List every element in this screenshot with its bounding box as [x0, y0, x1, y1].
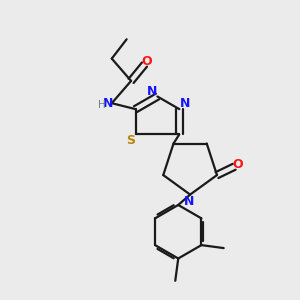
- Text: N: N: [179, 97, 190, 110]
- Text: N: N: [184, 195, 194, 208]
- Text: N: N: [147, 85, 157, 98]
- Text: N: N: [103, 97, 113, 110]
- Text: H: H: [98, 100, 106, 110]
- Text: O: O: [142, 55, 152, 68]
- Text: S: S: [126, 134, 135, 147]
- Text: O: O: [232, 158, 243, 171]
